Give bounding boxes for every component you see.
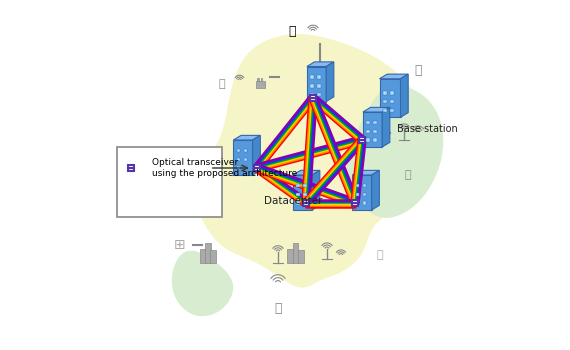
Polygon shape (312, 170, 320, 210)
Bar (367, 130, 370, 133)
Polygon shape (293, 175, 312, 210)
Bar (356, 184, 359, 187)
Bar (373, 121, 377, 124)
Bar (311, 84, 314, 88)
Polygon shape (233, 140, 253, 175)
Bar (210, 250, 216, 262)
Polygon shape (293, 170, 320, 175)
Text: 🚗: 🚗 (404, 170, 411, 180)
Polygon shape (352, 170, 379, 175)
Polygon shape (372, 170, 379, 210)
Bar (254, 165, 260, 171)
Bar (310, 95, 316, 101)
Bar (303, 184, 307, 187)
Polygon shape (187, 35, 418, 287)
Polygon shape (253, 135, 260, 175)
Bar (352, 200, 358, 206)
Bar (244, 149, 247, 152)
Bar (356, 201, 359, 205)
Polygon shape (307, 62, 334, 66)
Bar (256, 81, 264, 88)
Text: Optical transceiver: Optical transceiver (152, 158, 238, 167)
Bar (237, 166, 241, 170)
Bar (205, 243, 211, 262)
Polygon shape (363, 107, 390, 112)
Text: 🧍: 🧍 (274, 301, 282, 315)
Bar (390, 108, 393, 112)
Polygon shape (326, 62, 334, 102)
Text: 🚜: 🚜 (288, 25, 296, 38)
Text: 🕷: 🕷 (414, 63, 422, 77)
Polygon shape (380, 74, 408, 79)
Text: using the proposed architecture: using the proposed architecture (152, 169, 297, 178)
Bar (390, 100, 393, 103)
Bar (200, 248, 206, 262)
Bar (359, 137, 365, 143)
Bar (383, 91, 386, 94)
Bar (244, 166, 247, 170)
Bar (287, 248, 293, 262)
Bar (367, 121, 370, 124)
Bar (296, 193, 300, 196)
Bar (311, 93, 314, 96)
Polygon shape (363, 112, 382, 147)
Polygon shape (233, 135, 260, 140)
Polygon shape (307, 66, 326, 102)
Bar (237, 149, 241, 152)
Polygon shape (348, 86, 442, 217)
Bar (128, 165, 134, 171)
Bar (303, 200, 309, 206)
Polygon shape (382, 107, 390, 147)
Text: 🤖: 🤖 (219, 79, 225, 89)
Bar (311, 75, 314, 79)
Bar (237, 158, 241, 161)
Text: ⊞: ⊞ (174, 238, 186, 252)
Bar (373, 138, 377, 142)
Bar (383, 108, 386, 112)
Text: 🌉: 🌉 (376, 251, 383, 260)
Bar (296, 201, 300, 205)
Polygon shape (173, 251, 233, 315)
Bar (383, 100, 386, 103)
Bar (257, 78, 259, 81)
Bar (317, 84, 321, 88)
Bar (373, 130, 377, 133)
Bar (363, 193, 367, 196)
Bar (363, 184, 367, 187)
Bar (244, 158, 247, 161)
Text: Base station: Base station (397, 125, 458, 134)
Bar (293, 243, 298, 262)
Bar (363, 201, 367, 205)
Bar (367, 138, 370, 142)
Bar (296, 184, 300, 187)
Bar (117, 147, 222, 217)
Text: Datacenter: Datacenter (264, 196, 323, 206)
Bar (260, 78, 262, 81)
Polygon shape (380, 79, 401, 117)
Bar (303, 193, 307, 196)
Bar (298, 250, 304, 262)
Polygon shape (401, 74, 408, 117)
Polygon shape (352, 175, 372, 210)
Bar (317, 75, 321, 79)
Bar (303, 201, 307, 205)
Bar (317, 93, 321, 96)
Bar (356, 193, 359, 196)
Bar (390, 91, 393, 94)
